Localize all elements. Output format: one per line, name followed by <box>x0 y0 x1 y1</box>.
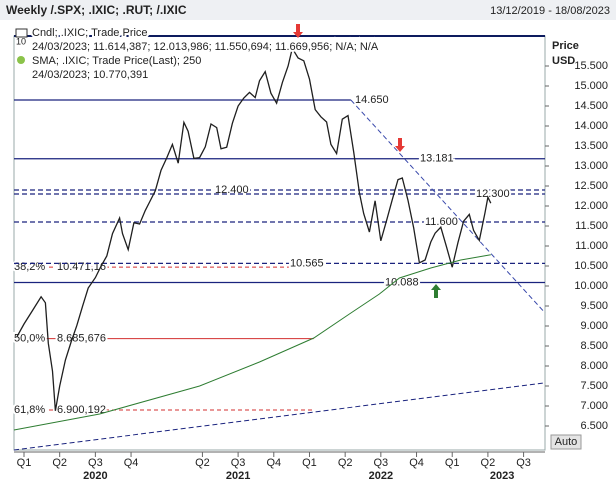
y-tick-label: 10.500 <box>574 260 608 272</box>
y-tick-label: 9.000 <box>580 320 608 332</box>
signal-arrow <box>395 138 405 152</box>
x-tick-label: Q2 <box>338 457 353 469</box>
x-tick-label: Q3 <box>374 457 389 469</box>
fib-price: 8.685,676 <box>57 332 106 344</box>
auto-label[interactable]: Auto <box>555 436 578 448</box>
level-label: 12.300 <box>476 188 510 200</box>
y-tick-label: 8.500 <box>580 340 608 352</box>
y-tick-label: 11.000 <box>575 240 608 252</box>
year-label: 2020 <box>83 470 107 482</box>
year-label: 2023 <box>490 470 514 482</box>
y-tick-label: 15.500 <box>574 60 608 72</box>
trendline <box>350 99 546 314</box>
y-tick-label: 14.500 <box>574 100 608 112</box>
window-title: Weekly /.SPX; .IXIC; .RUT; /.IXIC <box>6 3 187 17</box>
year-label: 2022 <box>369 470 393 482</box>
level-label: 13.181 <box>420 153 454 165</box>
x-tick-label: Q2 <box>481 457 496 469</box>
fib-pct: 61,8% <box>14 404 45 416</box>
x-tick-label: Q2 <box>52 457 67 469</box>
y-tick-label: 6.500 <box>580 420 608 432</box>
signal-arrow <box>293 24 303 38</box>
x-tick-label: Q1 <box>17 457 32 469</box>
legend-icon-sma <box>17 56 25 64</box>
y-tick-label: 8.000 <box>580 360 608 372</box>
x-tick-label: Q1 <box>302 457 317 469</box>
level-label: 10.565 <box>290 257 324 269</box>
y-tick-label: 13.500 <box>574 140 608 152</box>
signal-arrow <box>431 284 441 298</box>
plot-area <box>13 35 546 451</box>
auto-button[interactable] <box>550 434 582 450</box>
x-tick-label: Q3 <box>516 457 531 469</box>
y-tick-label: 15.000 <box>574 80 608 92</box>
x-tick-label: Q3 <box>88 457 103 469</box>
y-tick-label: 11.500 <box>575 220 608 232</box>
sma-line <box>13 254 491 431</box>
x-tick-label: Q3 <box>231 457 246 469</box>
corner-label: 10 <box>16 36 26 46</box>
x-tick-label: Q4 <box>124 457 139 469</box>
y-tick-label: 7.000 <box>580 400 608 412</box>
y-tick-label: 12.000 <box>574 200 608 212</box>
legend-details: 24/03/2023; 11.614,387; 12.013,986; 11.5… <box>32 41 379 53</box>
legend-name: Cndl; .IXIC; Trade Price <box>32 27 148 39</box>
level-label: 10.088 <box>385 276 419 288</box>
title-bar <box>0 0 616 20</box>
legend-name: SMA; .IXIC; Trade Price(Last); 250 <box>32 55 201 67</box>
y-tick-label: 13.000 <box>574 160 608 172</box>
fib-pct: 50,0% <box>14 332 45 344</box>
legend-icon-candle <box>15 28 28 38</box>
y-tick-label: 12.500 <box>574 180 608 192</box>
y-tick-label: 7.500 <box>580 380 608 392</box>
y-tick-label: 10.000 <box>574 280 608 292</box>
trendline <box>13 382 546 451</box>
y-axis-unit: USD <box>552 55 575 67</box>
year-label: 2021 <box>226 470 250 482</box>
x-tick-label: Q1 <box>445 457 460 469</box>
x-tick-label: Q2 <box>195 457 210 469</box>
legend-details: 24/03/2023; 10.770,391 <box>32 69 148 81</box>
level-label: 11.600 <box>425 216 458 228</box>
date-range: 13/12/2019 - 18/08/2023 <box>490 5 610 17</box>
y-tick-label: 14.000 <box>574 120 608 132</box>
x-tick-label: Q4 <box>266 457 281 469</box>
price-line <box>16 46 492 411</box>
fib-price: 6.900,192 <box>57 404 106 416</box>
level-label: 14.650 <box>355 94 389 106</box>
y-axis-label: Price <box>552 40 579 52</box>
y-tick-label: 9.500 <box>580 300 608 312</box>
x-tick-label: Q4 <box>409 457 424 469</box>
